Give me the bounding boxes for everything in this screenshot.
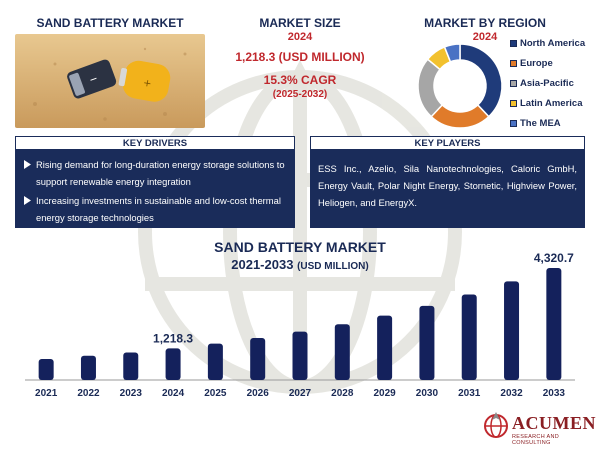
bullet-arrow-icon <box>24 160 31 169</box>
key-drivers-box: KEY DRIVERS Rising demand for long-durat… <box>15 136 295 228</box>
chart-title-line2: 2021-2033 (USD MILLION) <box>0 257 600 272</box>
left-title: SAND BATTERY MARKET <box>36 16 184 30</box>
x-tick-label: 2032 <box>500 388 523 399</box>
legend-item: Asia-Pacific <box>510 73 600 93</box>
bar-2022 <box>80 355 96 380</box>
chart-title-unit: (USD MILLION) <box>297 261 369 272</box>
bar-2032 <box>504 281 520 380</box>
x-tick-label: 2021 <box>35 388 58 399</box>
x-tick-label: 2023 <box>120 388 143 399</box>
bar-2031 <box>461 294 477 380</box>
data-label: 4,320.7 <box>534 251 574 265</box>
sand-battery-image: − + <box>15 34 205 128</box>
region-year: 2024 <box>472 31 498 43</box>
legend-label: Latin America <box>520 97 583 109</box>
bar-2033 <box>546 268 562 380</box>
legend-swatch <box>510 99 517 107</box>
key-players-text: ESS Inc., Azelio, Sila Nanotechnologies,… <box>318 163 577 208</box>
bar-2028 <box>334 324 350 380</box>
bar-2024 <box>165 348 181 380</box>
legend-label: North America <box>520 37 586 49</box>
x-tick-label: 2024 <box>162 388 185 399</box>
driver-item: Rising demand for long-duration energy s… <box>23 156 287 190</box>
donut-slice <box>443 43 461 63</box>
bar-2029 <box>377 315 393 380</box>
x-tick-label: 2026 <box>247 388 270 399</box>
bar-2030 <box>419 305 435 380</box>
region-legend: North America Europe Asia-Pacific Latin Ame… <box>510 33 600 133</box>
bar-2021 <box>38 359 54 380</box>
x-tick-label: 2028 <box>331 388 354 399</box>
x-tick-label: 2029 <box>373 388 396 399</box>
legend-swatch <box>510 79 517 87</box>
data-label: 1,218.3 <box>153 331 193 345</box>
region-donut-chart <box>417 43 503 129</box>
legend-swatch <box>510 119 517 127</box>
key-players-title: KEY PLAYERS <box>310 136 585 150</box>
region-title: MARKET BY REGION <box>424 16 546 30</box>
market-size-year: 2024 <box>287 31 313 43</box>
x-tick-label: 2025 <box>204 388 227 399</box>
legend-swatch <box>510 39 517 47</box>
bar-2026 <box>250 338 266 380</box>
market-size-value: 1,218.3 (USD MILLION) <box>235 50 365 64</box>
x-tick-label: 2033 <box>543 388 566 399</box>
driver-item: Increasing investments in sustainable an… <box>23 192 287 226</box>
driver-text: Rising demand for long-duration energy s… <box>36 159 285 187</box>
svg-text:+: + <box>142 78 152 90</box>
acumen-logo: ACUMEN RESEARCH AND CONSULTING <box>482 410 597 446</box>
legend-label: Asia-Pacific <box>520 77 574 89</box>
x-tick-label: 2031 <box>458 388 481 399</box>
chart-title-line1: SAND BATTERY MARKET <box>214 239 386 255</box>
logo-name: ACUMEN <box>512 413 596 433</box>
x-tick-label: 2030 <box>416 388 439 399</box>
key-players-box: KEY PLAYERS ESS Inc., Azelio, Sila Nanot… <box>310 136 585 228</box>
chart-title-years: 2021-2033 <box>231 257 294 272</box>
legend-item: Latin America <box>510 93 600 113</box>
logo-tagline: RESEARCH AND CONSULTING <box>512 434 559 446</box>
x-tick-label: 2022 <box>77 388 100 399</box>
bar-2027 <box>292 331 308 380</box>
cagr-period: (2025-2032) <box>272 89 328 100</box>
bullet-arrow-icon <box>24 196 31 205</box>
svg-text:−: − <box>88 73 100 86</box>
key-drivers-title: KEY DRIVERS <box>15 136 295 150</box>
legend-label: The MEA <box>520 117 561 129</box>
legend-item: The MEA <box>510 113 600 133</box>
legend-label: Europe <box>520 57 553 69</box>
legend-item: North America <box>510 33 600 53</box>
market-size-title: MARKET SIZE <box>259 16 341 30</box>
key-drivers-list: Rising demand for long-duration energy s… <box>15 150 295 234</box>
driver-text: Increasing investments in sustainable an… <box>36 195 281 223</box>
x-tick-label: 2027 <box>289 388 312 399</box>
legend-item: Europe <box>510 53 600 73</box>
bar-2023 <box>123 352 139 380</box>
bar-2025 <box>207 343 223 380</box>
cagr-value: 15.3% CAGR <box>263 73 337 87</box>
legend-swatch <box>510 59 517 67</box>
